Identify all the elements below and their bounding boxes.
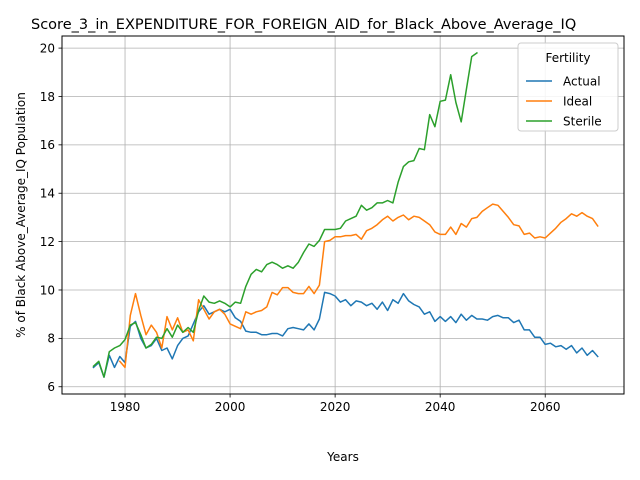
y-tick-label: 14 [40,187,55,201]
legend-title: Fertility [545,51,590,65]
y-tick-label: 10 [40,283,55,297]
x-tick-label: 2060 [530,400,561,414]
y-tick-label: 20 [40,41,55,55]
y-tick-label: 8 [47,332,55,346]
chart-title: Score_3_in_EXPENDITURE_FOR_FOREIGN_AID_f… [31,17,576,33]
y-tick-label: 16 [40,138,55,152]
x-tick-label: 2000 [215,400,246,414]
y-axis-label: % of Black Above_Average_IQ Population [14,92,28,338]
grid-lines [62,36,624,394]
series-line-sterile [92,51,478,378]
legend-entries: Actual Ideal Sterile [526,74,602,128]
y-tick-label: 12 [40,235,55,249]
x-axis-label: Years [326,450,359,464]
legend-label-ideal: Ideal [563,94,592,108]
x-tick-label: 2040 [425,400,456,414]
y-tick-label: 6 [47,380,55,394]
legend-box [517,42,619,132]
series-line-ideal [118,203,599,369]
legend: Fertility Actual Ideal Sterile [517,42,619,132]
series-lines [92,51,599,378]
plot-frame [61,35,625,395]
legend-label-sterile: Sterile [563,114,602,128]
x-tick-label: 2020 [320,400,351,414]
y-tick-label: 18 [40,90,55,104]
x-axis: 1980 2000 2020 2040 2060 [110,394,561,414]
legend-label-actual: Actual [563,74,601,88]
series-line-actual [92,291,599,378]
y-axis: 6 8 10 12 14 16 18 20 [40,41,62,394]
x-tick-label: 1980 [110,400,141,414]
